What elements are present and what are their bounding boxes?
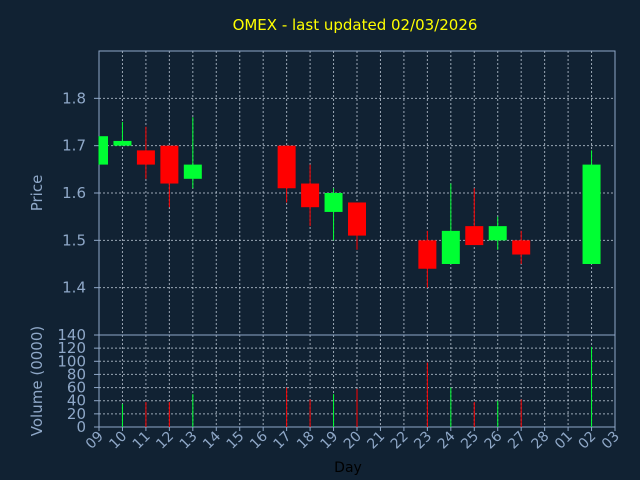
chart-title: OMEX - last updated 02/03/2026 — [233, 16, 478, 34]
candle-body — [489, 226, 507, 240]
volume-tick-label: 140 — [57, 326, 86, 344]
candle-body — [465, 226, 483, 245]
price-tick-label: 1.8 — [62, 89, 86, 107]
price-axis-label: Price — [28, 175, 46, 212]
day-axis-ticks: 09 10 11 12 13 14 15 16 17 18 19 20 21 22 23 24 25 26 27 28… — [83, 427, 623, 452]
candle-body — [442, 231, 460, 264]
volume-axis-label: Volume (0000) — [28, 326, 46, 436]
candle-body — [512, 240, 530, 254]
candle-body — [99, 136, 108, 164]
price-tick-label: 1.6 — [62, 184, 86, 202]
price-tick-label: 1.5 — [62, 231, 86, 249]
candle-body — [278, 146, 296, 189]
price-tick-label: 1.7 — [62, 137, 86, 155]
candle-body — [184, 165, 202, 179]
candle-body — [160, 146, 178, 184]
candle-body — [301, 184, 319, 208]
candle-body — [583, 165, 601, 264]
candle-body — [325, 193, 343, 212]
candle-body — [348, 202, 366, 235]
candle-body — [113, 141, 131, 146]
price-tick-label: 1.4 — [62, 279, 86, 297]
day-axis-label: Day — [334, 460, 362, 476]
candle-body — [418, 240, 436, 268]
candle-body — [137, 150, 155, 164]
